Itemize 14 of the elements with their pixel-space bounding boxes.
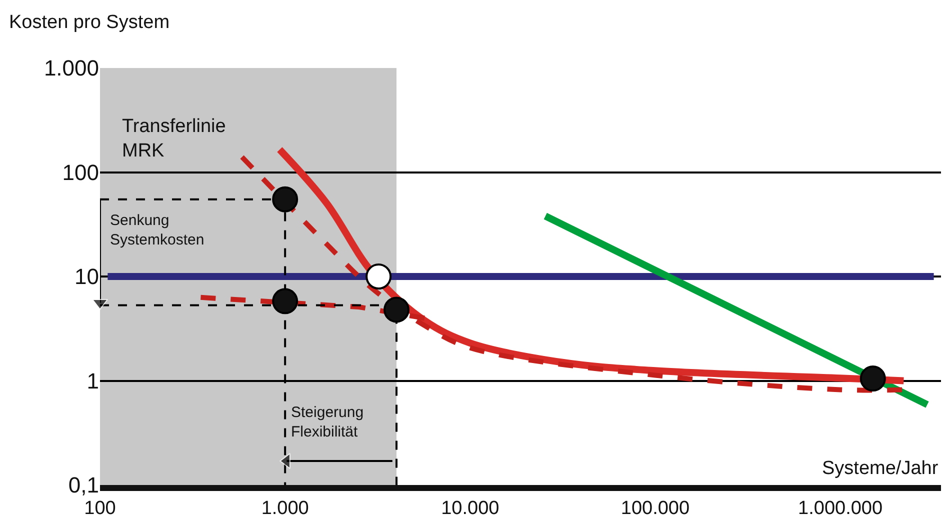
y-tick-label: 1.000 bbox=[44, 56, 99, 81]
x-tick-label: 1.000.000 bbox=[798, 498, 883, 519]
annotation: Senkung Systemkosten bbox=[110, 212, 204, 248]
x-tick-label: 1.000 bbox=[261, 498, 309, 519]
x-axis-title: Systeme/Jahr bbox=[822, 458, 939, 479]
annotation: Steigerung Flexibilität bbox=[291, 404, 364, 440]
y-tick-label: 100 bbox=[62, 160, 99, 185]
x-tick-label: 10.000 bbox=[441, 498, 500, 519]
y-tick-label: 10 bbox=[74, 264, 99, 290]
x-tick-label: 100.000 bbox=[620, 498, 690, 519]
y-axis-title: Kosten pro System bbox=[9, 12, 170, 33]
annotation: Transferlinie MRK bbox=[122, 116, 226, 162]
y-tick-label: 1 bbox=[86, 368, 99, 394]
y-tick-label: 0,1 bbox=[68, 472, 99, 498]
